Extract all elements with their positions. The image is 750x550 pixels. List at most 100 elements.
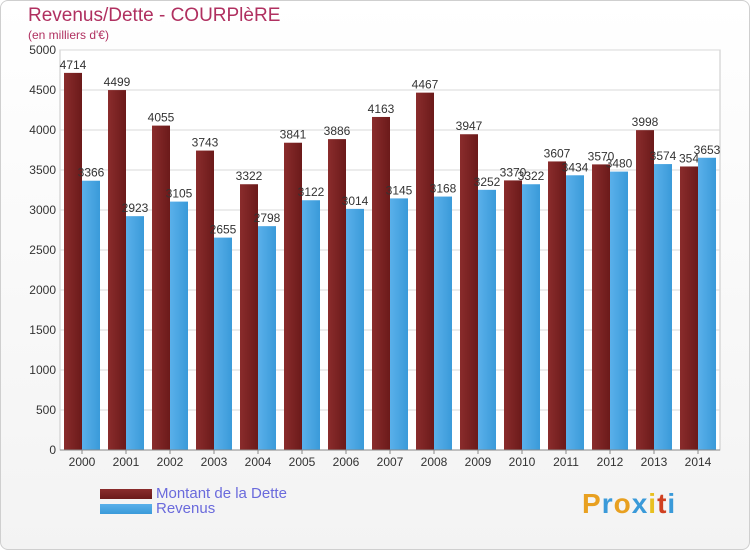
x-tick-label: 2006 (333, 455, 360, 469)
bar-dette (592, 164, 610, 450)
x-tick-label: 2000 (69, 455, 96, 469)
logo-letter: i (667, 488, 677, 519)
bar-revenus (258, 226, 276, 450)
data-label-dette: 3841 (280, 128, 307, 142)
bar-dette (504, 180, 522, 450)
y-tick-label: 0 (49, 443, 56, 457)
data-label-dette: 3886 (324, 124, 351, 138)
bar-revenus (478, 189, 496, 450)
bar-dette (64, 72, 82, 450)
data-label-revenus: 2923 (122, 201, 149, 215)
bar-revenus (126, 216, 144, 450)
x-tick-label: 2005 (289, 455, 316, 469)
bar-revenus (434, 196, 452, 450)
y-tick-label: 2000 (29, 283, 56, 297)
bar-revenus (170, 201, 188, 450)
data-label-revenus: 3480 (606, 157, 633, 171)
data-label-revenus: 2798 (254, 211, 281, 225)
y-tick-label: 1500 (29, 323, 56, 337)
x-tick-label: 2001 (113, 455, 140, 469)
bar-revenus (698, 157, 716, 450)
data-label-revenus: 3574 (650, 149, 677, 163)
data-label-dette: 4055 (148, 111, 175, 125)
data-label-revenus: 3252 (474, 175, 501, 189)
chart-subtitle: (en milliers d'€) (28, 28, 109, 42)
data-label-revenus: 3366 (78, 166, 105, 180)
y-tick-label: 4500 (29, 83, 56, 97)
logo-letter: o (613, 488, 632, 519)
y-tick-label: 3500 (29, 163, 56, 177)
bar-dette (196, 150, 214, 450)
bar-revenus (302, 200, 320, 450)
legend-label-revenus: Revenus (156, 500, 216, 517)
y-tick-label: 5000 (29, 43, 56, 57)
legend-swatch-revenus (100, 504, 152, 514)
y-tick-label: 4000 (29, 123, 56, 137)
logo-letter: t (657, 488, 668, 519)
logo-letter: P (582, 488, 602, 519)
bar-dette (416, 92, 434, 450)
x-tick-label: 2009 (465, 455, 492, 469)
x-tick-label: 2008 (421, 455, 448, 469)
data-label-revenus: 3168 (430, 182, 457, 196)
bar-dette (108, 90, 126, 450)
y-tick-label: 1000 (29, 363, 56, 377)
bar-revenus (654, 164, 672, 450)
bar-revenus (522, 184, 540, 451)
bar-dette (372, 116, 390, 451)
data-label-dette: 3998 (632, 115, 659, 129)
x-tick-label: 2007 (377, 455, 404, 469)
logo-letter: x (631, 488, 649, 519)
x-tick-label: 2004 (245, 455, 272, 469)
x-tick-label: 2013 (641, 455, 668, 469)
data-label-revenus: 2655 (210, 223, 237, 237)
data-label-dette: 3370 (500, 165, 527, 179)
data-label-dette: 4467 (412, 78, 439, 92)
data-label-revenus: 3145 (386, 183, 413, 197)
data-label-dette: 354 (679, 151, 699, 165)
y-tick-label: 2500 (29, 243, 56, 257)
bar-revenus (214, 237, 232, 450)
x-tick-label: 2014 (685, 455, 712, 469)
bar-dette (680, 166, 698, 451)
bar-revenus (82, 180, 100, 450)
data-label-dette: 4499 (104, 75, 131, 89)
x-tick-label: 2011 (553, 455, 579, 469)
bar-dette (240, 184, 258, 451)
data-label-revenus: 3105 (166, 187, 193, 201)
data-label-revenus: 3014 (342, 194, 369, 208)
data-label-dette: 3743 (192, 136, 219, 150)
x-tick-label: 2012 (597, 455, 624, 469)
bar-dette (636, 130, 654, 450)
bar-dette (460, 134, 478, 451)
bar-dette (328, 139, 346, 450)
proxiti-logo: Proxiti (582, 488, 676, 520)
data-label-revenus: 3434 (562, 160, 589, 174)
x-tick-label: 2002 (157, 455, 184, 469)
bar-dette (548, 161, 566, 450)
chart-title: Revenus/Dette - COURPlèRE (28, 5, 281, 26)
bar-dette (284, 142, 302, 450)
data-label-dette: 3947 (456, 119, 483, 133)
data-label-revenus: 3122 (298, 185, 325, 199)
bar-dette (152, 125, 170, 450)
data-label-dette: 3570 (588, 149, 615, 163)
data-label-dette: 3322 (236, 169, 263, 183)
x-tick-label: 2010 (509, 455, 536, 469)
y-tick-label: 3000 (29, 203, 56, 217)
data-label-revenus: 3653 (694, 143, 721, 157)
legend-label-dette: Montant de la Dette (156, 485, 287, 502)
legend-swatch-dette (100, 489, 152, 499)
bar-revenus (390, 198, 408, 450)
data-label-revenus: 3322 (518, 169, 545, 183)
bar-revenus (610, 171, 628, 450)
bar-revenus (566, 175, 584, 450)
data-label-dette: 3607 (544, 146, 571, 160)
y-tick-label: 500 (36, 403, 56, 417)
logo-letter: r (601, 488, 614, 519)
data-label-dette: 4163 (368, 102, 395, 116)
data-label-dette: 4714 (60, 58, 87, 72)
bar-revenus (346, 208, 364, 450)
x-tick-label: 2003 (201, 455, 228, 469)
